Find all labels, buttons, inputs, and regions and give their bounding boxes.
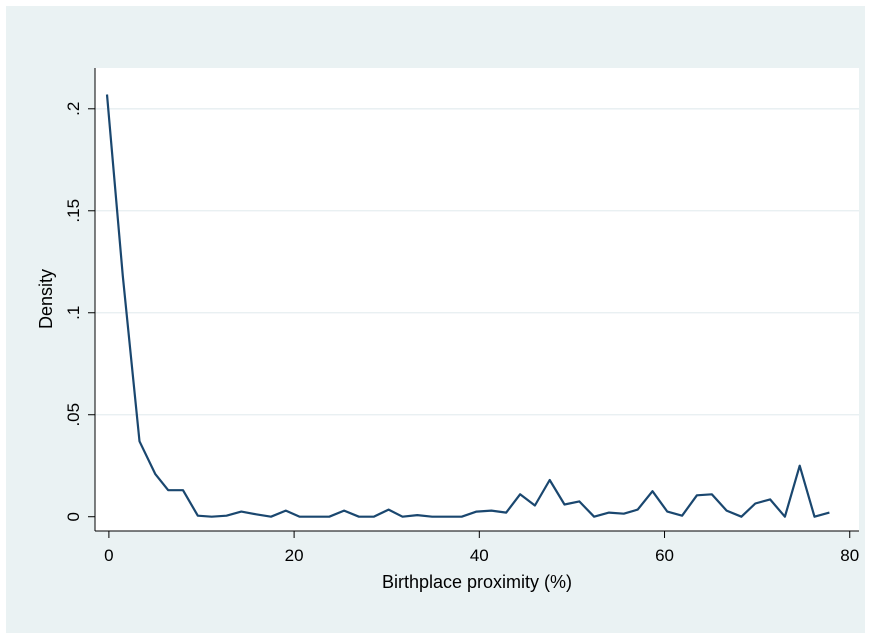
x-tick-label: 20: [285, 546, 304, 565]
y-axis-title: Density: [36, 269, 56, 329]
x-tick-label: 60: [655, 546, 674, 565]
y-tick-label: .15: [64, 199, 83, 223]
x-axis-title: Birthplace proximity (%): [382, 572, 572, 592]
x-tick-label: 80: [840, 546, 859, 565]
y-tick-label: 0: [64, 512, 83, 521]
y-tick-label: .05: [64, 403, 83, 427]
y-tick-label: .2: [64, 102, 83, 116]
y-tick-label: .1: [64, 306, 83, 320]
x-tick-label: 0: [104, 546, 113, 565]
plot-area: [95, 68, 859, 531]
x-tick-label: 40: [470, 546, 489, 565]
